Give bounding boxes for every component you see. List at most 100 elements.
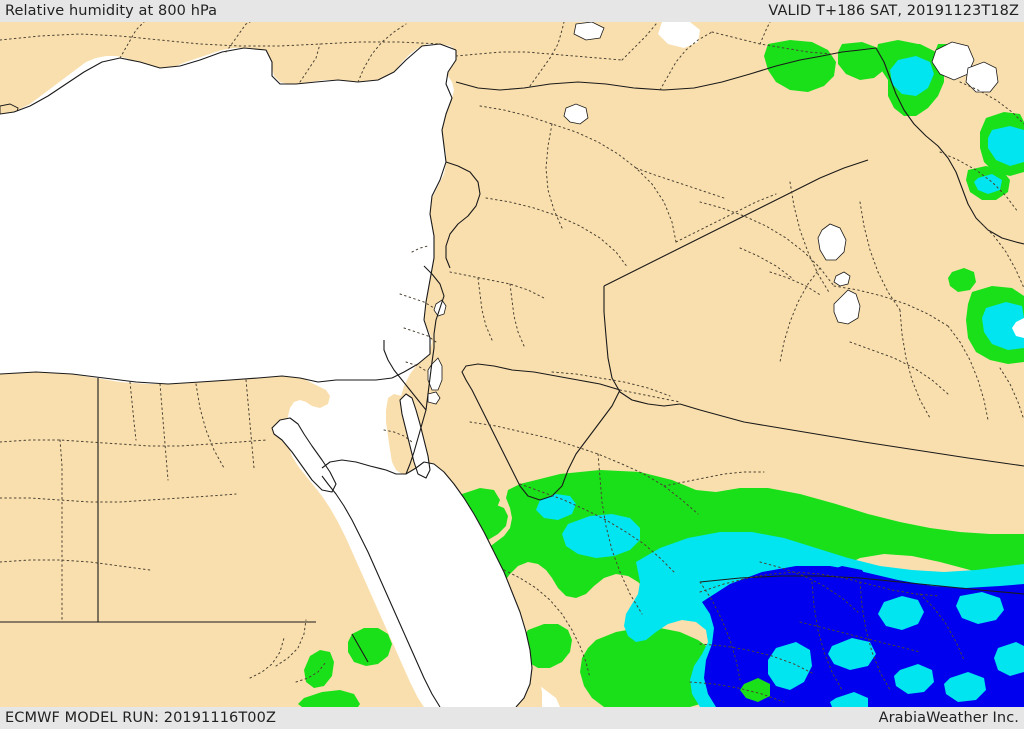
subborder-saudi-1 — [469, 421, 699, 515]
subborder-egypt-4 — [159, 383, 169, 481]
subborder-saudi-3 — [503, 569, 591, 679]
coast-gulf-of-aqaba — [399, 393, 431, 479]
subborder-iraq-7 — [779, 267, 821, 363]
subborder-turkey-9 — [659, 31, 713, 91]
valid-time-label: VALID T+186 SAT, 20191123T18Z — [768, 3, 1019, 19]
subborder-iraq-1 — [699, 201, 835, 287]
iraq-lakes — [817, 223, 861, 325]
subborder-saudi-6 — [699, 581, 741, 681]
subborder-egypt-6 — [195, 383, 225, 469]
weather-map-canvas[interactable] — [0, 22, 1024, 707]
coast-levant — [391, 50, 457, 379]
subborder-syria-3 — [545, 123, 563, 229]
footer-bar: ECMWF MODEL RUN: 20191116T00Z ArabiaWeat… — [0, 707, 1024, 729]
coast-turkey-south — [0, 43, 457, 115]
coast-red-sea-west — [321, 459, 425, 475]
border-saudi-iraq — [699, 575, 1024, 595]
subborder-iraq-6 — [899, 309, 931, 419]
landmass-africa — [0, 372, 424, 707]
subborder-iran-4 — [999, 367, 1024, 421]
subborder-syria-4 — [635, 167, 725, 199]
border-jordan-iraq — [679, 403, 1024, 467]
sub-border-layer — [0, 22, 1024, 703]
border-sudan-interior — [351, 633, 369, 663]
border-israel-jordan — [405, 265, 445, 475]
subborder-turkey-3 — [225, 22, 251, 53]
subborder-egypt-5 — [245, 379, 255, 469]
subborder-syria-5 — [675, 193, 777, 243]
subborder-iran-1 — [959, 81, 1024, 125]
gulf-of-suez — [272, 418, 336, 492]
persian-gulf — [1012, 318, 1024, 338]
subborder-egypt-11 — [295, 661, 327, 683]
subborder-syria-1 — [479, 105, 677, 243]
map-viewport[interactable] — [0, 22, 1024, 707]
border-jordan-saudi — [461, 363, 621, 501]
header-bar: Relative humidity at 800 hPa VALID T+186… — [0, 0, 1024, 22]
attribution-label: ArabiaWeather Inc. — [878, 710, 1019, 726]
humidity-contour-layer — [298, 40, 1024, 707]
subborder-iran-2 — [939, 151, 1019, 213]
subborder-iraq-3 — [859, 201, 901, 311]
subborder-iraq-10 — [739, 247, 793, 279]
subborder-se-5 — [919, 593, 965, 661]
subborder-iraq-9 — [947, 325, 989, 421]
gulf-of-aqaba — [400, 394, 430, 478]
subborder-syria-2 — [485, 197, 629, 269]
coast-gulf-of-suez — [271, 417, 337, 493]
model-run-label: ECMWF MODEL RUN: 20191116T00Z — [5, 710, 276, 726]
subborder-turkey-10 — [711, 31, 833, 55]
subborder-israel-1 — [399, 293, 435, 309]
black-sea — [658, 22, 700, 48]
subborder-turkey-8 — [621, 23, 657, 61]
turkey-lakes — [563, 22, 605, 125]
subborder-iraq-2 — [789, 181, 831, 295]
border-syria-jordan — [603, 286, 681, 407]
subborder-egypt-7 — [129, 381, 137, 441]
subborder-turkey-2 — [119, 22, 145, 59]
subborder-turkey-7 — [529, 22, 565, 87]
map-title: Relative humidity at 800 hPa — [5, 3, 218, 19]
subborder-saudi-7 — [759, 561, 859, 613]
coast-egypt-north — [0, 371, 393, 385]
humidity-green-islands — [740, 678, 770, 702]
subborder-jordan-5 — [619, 389, 681, 403]
subborder-israel-4 — [411, 245, 429, 253]
subborder-se-2 — [811, 581, 843, 691]
subborder-turkey-6 — [455, 51, 623, 61]
border-syria-iraq — [603, 159, 869, 287]
eastern-lakes — [931, 41, 999, 93]
subborder-saudi-4 — [597, 453, 643, 615]
coast-red-sea-african — [321, 475, 441, 707]
subborder-israel-2 — [403, 327, 437, 343]
subborder-turkey-1 — [0, 33, 441, 47]
national-border-layer — [0, 47, 1024, 663]
subborder-iraq-4 — [833, 285, 949, 327]
border-lebanon-syria — [445, 161, 481, 269]
subborder-iraq-8 — [769, 271, 823, 297]
subborder-egypt-9 — [275, 619, 307, 667]
subborder-jordan-3 — [509, 283, 525, 347]
border-israel-egypt — [383, 340, 427, 411]
subborder-iran-3 — [979, 221, 1024, 289]
subborder-egypt-1 — [0, 439, 267, 447]
sea-layer — [0, 22, 1024, 707]
mediterranean-sea — [0, 44, 456, 384]
subborder-jordan-1 — [449, 271, 545, 299]
subborder-jordan-4 — [551, 371, 671, 397]
subborder-se-3 — [699, 643, 815, 675]
border-turkey-iraq-iran — [875, 47, 1024, 245]
subborder-saudi-8 — [799, 621, 921, 653]
coast-red-sea-arabian — [423, 461, 533, 707]
subborder-egypt-3 — [59, 439, 63, 621]
border-turkey-syria — [455, 47, 877, 91]
subborder-sinai-1 — [383, 429, 413, 443]
subborder-egypt-8 — [0, 559, 151, 571]
subborder-turkey-5 — [357, 23, 407, 83]
red-sea — [322, 460, 532, 707]
subborder-israel-3 — [405, 361, 429, 373]
subborder-egypt-2 — [0, 493, 237, 503]
subborder-jordan-2 — [477, 277, 493, 341]
subborder-turkey-11 — [759, 22, 771, 45]
